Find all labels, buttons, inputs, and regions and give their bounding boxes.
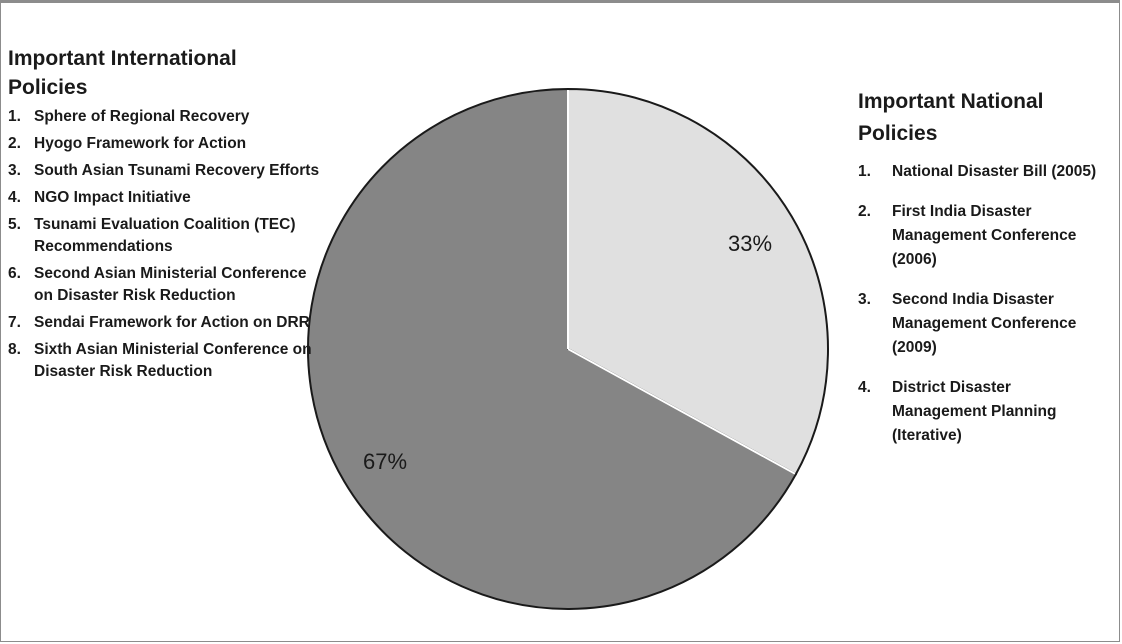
policy-item: 6. Second Asian Ministerial Conference on… xyxy=(8,263,320,307)
policy-item: 2. Hyogo Framework for Action xyxy=(8,133,320,155)
slice-separator xyxy=(567,348,796,475)
national-policies-title: Important National Policies xyxy=(858,90,1044,145)
policy-text: South Asian Tsunami Recovery Efforts xyxy=(34,162,320,179)
policy-number: 5. xyxy=(8,216,21,233)
policy-text: Sixth Asian Ministerial Conference on Di… xyxy=(34,341,312,380)
policy-number: 6. xyxy=(8,265,21,282)
policy-number: 7. xyxy=(8,314,21,331)
policy-number: 1. xyxy=(858,163,871,180)
policy-item: 1. Sphere of Regional Recovery xyxy=(8,106,320,128)
pie-slice xyxy=(307,87,798,610)
policy-text: Second India Disaster Management Confere… xyxy=(892,291,1077,356)
policy-text: First India Disaster Management Conferen… xyxy=(892,203,1077,268)
policy-number: 1. xyxy=(8,108,21,125)
policy-item: 8. Sixth Asian Ministerial Conference on … xyxy=(8,339,320,383)
policy-item: 4. NGO Impact Initiative xyxy=(8,187,320,209)
policy-text: National Disaster Bill (2005) xyxy=(892,163,1097,180)
policy-text: District Disaster Management Planning (I… xyxy=(892,379,1057,444)
national-policies-list: 1. National Disaster Bill (2005) 2. First I… xyxy=(858,160,1108,448)
policy-text: NGO Impact Initiative xyxy=(34,189,191,206)
international-policies-list: 1. Sphere of Regional Recovery 2. Hyogo Fra… xyxy=(8,106,320,383)
policy-item: 3. South Asian Tsunami Recovery Efforts xyxy=(8,160,320,182)
policy-number: 8. xyxy=(8,341,21,358)
pie-slice xyxy=(567,87,829,476)
policy-text: Sphere of Regional Recovery xyxy=(34,108,250,125)
international-policies-title: Important International Policies xyxy=(8,47,237,99)
policy-number: 2. xyxy=(8,135,21,152)
international-policies-panel: Important International Policies 1. Spher… xyxy=(8,44,320,388)
national-policies-panel: Important National Policies 1. National D… xyxy=(858,86,1108,464)
policy-number: 4. xyxy=(8,189,21,206)
policy-number: 3. xyxy=(8,162,21,179)
policy-text: Second Asian Ministerial Conference on D… xyxy=(34,265,307,304)
policy-item: 2. First India Disaster Management Confer… xyxy=(858,200,1108,272)
policy-item: 7. Sendai Framework for Action on DRR xyxy=(8,312,320,334)
policy-text: Tsunami Evaluation Coalition (TEC) Recom… xyxy=(34,216,296,255)
policy-item: 5. Tsunami Evaluation Coalition (TEC) Rec… xyxy=(8,214,320,258)
policy-number: 4. xyxy=(858,379,871,396)
policy-item: 3. Second India Disaster Management Confe… xyxy=(858,288,1108,360)
pie-slice-label: 33% xyxy=(728,231,772,256)
policy-number: 3. xyxy=(858,291,871,308)
policy-item: 1. National Disaster Bill (2005) xyxy=(858,160,1108,184)
policy-text: Hyogo Framework for Action xyxy=(34,135,247,152)
policy-item: 4. District Disaster Management Planning … xyxy=(858,376,1108,448)
pie-slice-label: 67% xyxy=(363,449,407,474)
policy-number: 2. xyxy=(858,203,871,220)
policy-text: Sendai Framework for Action on DRR xyxy=(34,314,310,331)
